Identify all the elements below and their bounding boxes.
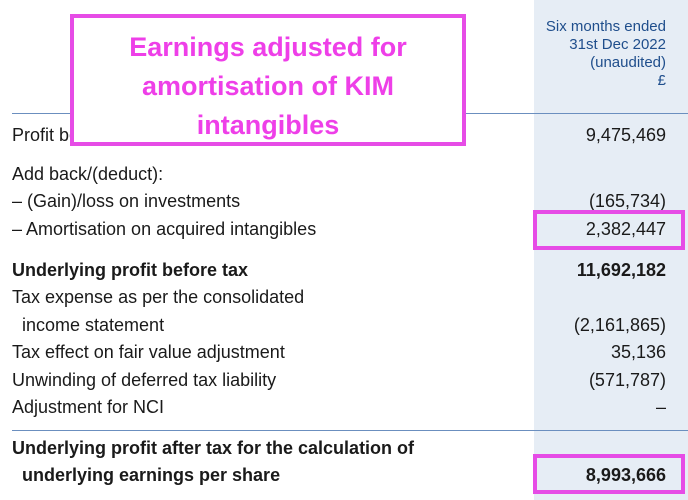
callout-line: amortisation of KIM: [141, 71, 394, 101]
row-profit-before-tax: Profit be 9,475,469: [12, 123, 666, 147]
row-tax-expense: Tax expense as per the consolidated: [12, 285, 666, 309]
row-tax-effect-fair-value: Tax effect on fair value adjustment 35,1…: [12, 340, 666, 364]
row-value: 2,382,447: [585, 219, 666, 239]
callout-annotation: Earnings adjusted for amortisation of KI…: [70, 14, 466, 146]
row-underlying-profit-before-tax: Underlying profit before tax 11,692,182: [12, 258, 666, 282]
row-label: Underlying profit before tax: [12, 260, 249, 280]
row-label: income statement: [22, 315, 165, 335]
row-amortisation: – Amortisation on acquired intangibles 2…: [12, 217, 666, 241]
callout-line: Earnings adjusted for: [129, 32, 407, 62]
column-header-status: (unaudited): [590, 54, 666, 71]
column-background: [534, 0, 688, 500]
column-header-period: Six months ended: [545, 18, 666, 35]
row-value: 35,136: [610, 342, 666, 362]
row-value: 9,475,469: [585, 125, 666, 145]
row-label: Tax effect on fair value adjustment: [12, 342, 285, 362]
row-unwinding-deferred-tax: Unwinding of deferred tax liability (571…: [12, 368, 666, 392]
row-label: Adjustment for NCI: [12, 397, 165, 417]
row-value: (2,161,865): [573, 315, 666, 335]
row-value: (165,734): [588, 191, 666, 211]
row-adjustment-nci: Adjustment for NCI –: [12, 395, 666, 419]
row-label: underlying earnings per share: [22, 465, 281, 485]
row-value: (571,787): [588, 370, 666, 390]
row-label: – Amortisation on acquired intangibles: [12, 219, 317, 239]
column-header: Six months ended 31st Dec 2022 (unaudite…: [534, 18, 666, 90]
row-label: Tax expense as per the consolidated: [12, 287, 305, 307]
row-label: Underlying profit after tax for the calc…: [12, 438, 415, 458]
highlight-amortisation: [533, 210, 685, 250]
column-header-currency: £: [657, 72, 666, 89]
row-gain-loss-investments: – (Gain)/loss on investments (165,734): [12, 189, 666, 213]
row-label: – (Gain)/loss on investments: [12, 191, 241, 211]
highlight-underlying-eps: [533, 454, 685, 494]
row-label: Add back/(deduct):: [12, 164, 164, 184]
row-underlying-eps: underlying earnings per share 8,993,666: [12, 463, 666, 487]
row-value: 11,692,182: [576, 260, 666, 280]
row-add-back: Add back/(deduct):: [12, 162, 666, 186]
row-underlying-profit-after-tax: Underlying profit after tax for the calc…: [12, 436, 666, 460]
column-header-date: 31st Dec 2022: [569, 36, 666, 53]
row-income-statement: income statement (2,161,865): [12, 313, 666, 337]
callout-line: intangibles: [196, 110, 340, 140]
row-label: Profit be: [12, 125, 80, 145]
section-rule: [12, 430, 688, 431]
row-label: Unwinding of deferred tax liability: [12, 370, 277, 390]
row-value: 8,993,666: [585, 465, 666, 485]
row-value: –: [655, 397, 666, 417]
